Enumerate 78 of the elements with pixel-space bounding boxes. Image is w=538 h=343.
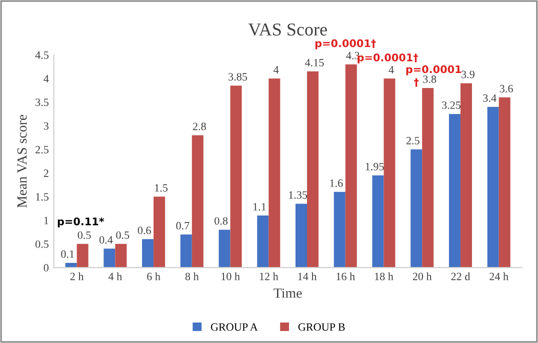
x-tick-label: 8 h <box>185 272 199 280</box>
data-label: 0.5 <box>116 231 130 239</box>
x-tick-label: 24 h <box>490 272 508 280</box>
bar <box>296 204 308 268</box>
data-label: 0.8 <box>214 217 228 225</box>
y-axis-title: Mean VAS score <box>17 114 27 208</box>
data-label: 4.15 <box>304 58 324 66</box>
data-label: 4 <box>388 66 394 74</box>
data-label: 1.95 <box>366 162 384 170</box>
bar <box>268 78 280 268</box>
y-tick-label: 0.5 <box>35 240 49 248</box>
x-tick-label: 18 h <box>375 272 394 280</box>
bar <box>487 106 499 268</box>
bar <box>307 71 319 268</box>
bar <box>410 149 422 268</box>
data-label: 3.25 <box>442 101 461 109</box>
bar <box>257 216 269 268</box>
data-label: 3.85 <box>228 73 248 81</box>
bar <box>180 234 192 268</box>
data-label: 3.4 <box>483 94 496 102</box>
data-label: 3.8 <box>423 75 436 83</box>
bar <box>154 196 166 268</box>
data-label: 3.6 <box>500 84 513 92</box>
y-tick-label: 3.5 <box>36 98 49 106</box>
x-tick-label: 10 h <box>222 272 240 280</box>
data-label: 0.4 <box>99 236 113 244</box>
bar <box>218 230 230 268</box>
data-label: 1.6 <box>330 179 343 187</box>
y-tick-label: 1 <box>44 216 48 224</box>
legend-label: GROUP A <box>210 323 258 331</box>
x-tick-label: 2 h <box>70 272 84 280</box>
bar <box>104 248 116 268</box>
annotation: p=0.0001† <box>358 53 418 64</box>
bar <box>115 244 127 268</box>
data-label: 2.5 <box>406 136 420 144</box>
x-tick-label: 4 h <box>108 272 122 280</box>
annotation: p=0.11* <box>58 217 104 228</box>
y-tick-label: 4 <box>44 75 49 82</box>
y-tick-label: 3 <box>44 122 49 130</box>
x-tick-label: 6 h <box>147 272 160 280</box>
bar <box>142 239 154 268</box>
y-tick-label: 0 <box>44 264 49 272</box>
y-tick-label: 2 <box>44 170 48 177</box>
x-axis-title: Time <box>274 288 302 298</box>
bar <box>498 97 510 268</box>
y-tick-label: 2.5 <box>36 146 49 154</box>
data-label: 4 <box>274 66 279 74</box>
bar <box>192 135 204 268</box>
bar <box>345 64 357 268</box>
x-tick-label: 14 h <box>298 272 317 280</box>
data-label: 3.9 <box>462 70 474 78</box>
data-label: 2.8 <box>192 122 206 130</box>
bar <box>422 88 434 268</box>
data-label: 0.6 <box>138 226 151 234</box>
data-label: 1.35 <box>289 191 308 199</box>
bar <box>460 83 472 268</box>
data-label: 1.1 <box>253 203 266 211</box>
text: p=0.0001† <box>315 39 376 50</box>
bar <box>76 244 88 268</box>
bar <box>372 175 384 268</box>
x-tick-label: 16 h <box>336 272 355 280</box>
bar <box>384 78 396 268</box>
bar <box>334 192 346 268</box>
legend-label: GROUP B <box>298 323 345 331</box>
y-tick-label: 4.5 <box>35 51 49 59</box>
annotation: † <box>414 78 419 87</box>
annotation: p=0.0001 <box>406 65 462 76</box>
data-label: 0.7 <box>176 222 190 230</box>
y-tick-label: 1.5 <box>36 193 49 201</box>
x-tick-label: 22 d <box>451 272 470 280</box>
chart-title: VAS Score <box>248 23 327 36</box>
data-label: 0.1 <box>61 250 74 258</box>
data-label: 1.5 <box>155 184 168 192</box>
x-tick-label: 12 h <box>260 272 278 280</box>
data-label: 0.5 <box>78 231 91 239</box>
x-tick-label: 20 h <box>412 272 432 280</box>
bar <box>448 114 460 268</box>
bar <box>230 86 242 268</box>
